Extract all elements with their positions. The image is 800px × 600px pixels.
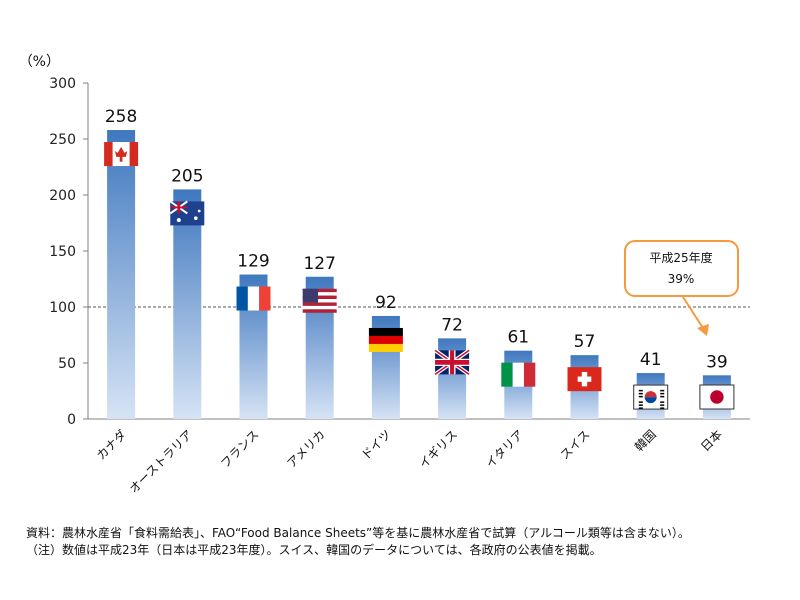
- value-label: 205: [171, 166, 203, 186]
- germany-flag: [368, 327, 403, 352]
- usa-flag: [302, 288, 337, 313]
- value-labels: 258 205 129 127 92 72 61 57 41 39: [105, 107, 728, 372]
- value-label: 258: [105, 107, 137, 127]
- korea-flag: [633, 384, 669, 410]
- y-axis-unit-label: （%）: [19, 54, 60, 70]
- category-label: スイス: [558, 427, 593, 462]
- category-label: アメリカ: [284, 427, 327, 470]
- category-label: カナダ: [93, 427, 129, 463]
- value-label: 57: [574, 332, 596, 352]
- y-tick-label: 50: [58, 356, 76, 372]
- italy-flag: [501, 362, 536, 387]
- callout-box: [624, 240, 739, 297]
- australia-flag: [169, 200, 205, 226]
- value-label: 41: [640, 350, 662, 370]
- value-label: 127: [303, 254, 335, 274]
- bar-australia: [173, 189, 202, 419]
- y-tick-label: 250: [49, 132, 76, 148]
- canada-flag: [104, 142, 139, 167]
- y-tick-label: 200: [49, 188, 76, 204]
- switzerland-flag: [567, 367, 602, 392]
- callout: 平成25年度 39%: [624, 240, 739, 336]
- y-tick-label: 300: [49, 76, 76, 92]
- value-label: 92: [375, 293, 397, 313]
- category-label: オーストラリア: [127, 427, 196, 496]
- category-label: フランス: [218, 427, 262, 471]
- value-label: 129: [237, 252, 269, 272]
- callout-line1: 平成25年度: [649, 250, 712, 265]
- y-tick-label: 150: [49, 244, 76, 260]
- value-label: 72: [441, 315, 463, 335]
- footnote-source: 資料：農林水産省「食料需給表」、FAO“Food Balance Sheets”…: [26, 526, 690, 540]
- value-label: 61: [507, 328, 529, 348]
- japan-flag: [699, 384, 735, 410]
- category-label: ドイツ: [359, 427, 394, 462]
- france-flag: [236, 286, 271, 311]
- footnote-note: （注）数値は平成23年（日本は平成23年度）。スイス、韓国のデータについては、各…: [26, 543, 602, 557]
- value-label: 39: [706, 352, 728, 372]
- callout-line2: 39%: [668, 272, 695, 286]
- y-tick-label: 0: [67, 412, 76, 428]
- category-label: 韓国: [632, 427, 659, 454]
- callout-arrow: [682, 296, 704, 329]
- uk-flag: [433, 348, 471, 376]
- y-tick-label: 100: [49, 300, 76, 316]
- category-label: イギリス: [416, 427, 460, 471]
- bar-canada: [107, 130, 136, 420]
- category-label: イタリア: [483, 427, 527, 471]
- flags: [104, 142, 735, 410]
- callout-arrowhead: [697, 324, 709, 336]
- category-label: 日本: [698, 427, 725, 454]
